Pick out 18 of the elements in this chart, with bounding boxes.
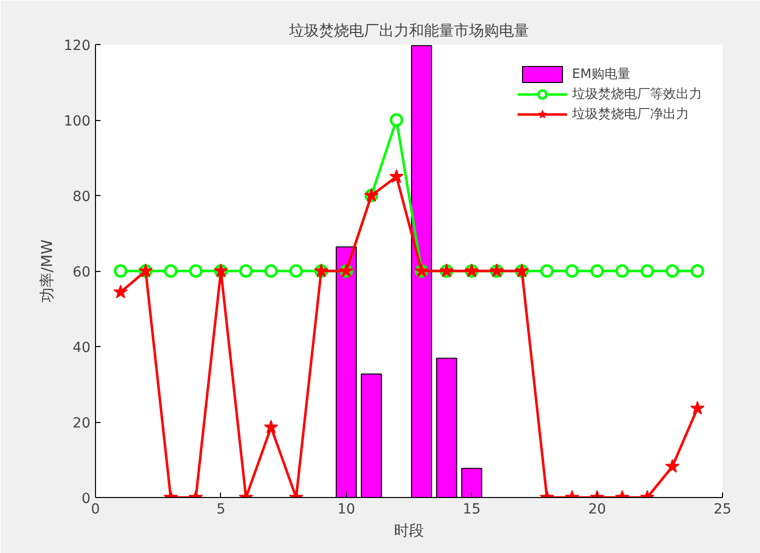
x-tick-label: 15 — [462, 502, 481, 518]
x-tick-label: 20 — [588, 502, 606, 518]
x-tick-label: 10 — [337, 502, 356, 518]
y-tick-label: 80 — [72, 189, 91, 205]
legend-label: EM购电量 — [572, 66, 630, 83]
x-tick-label: 5 — [216, 502, 226, 518]
legend-label: 垃圾焚烧电厂等效出力 — [572, 86, 702, 103]
y-tick-label: 20 — [72, 416, 91, 432]
y-tick-label: 60 — [72, 264, 91, 280]
legend-label: 垃圾焚烧电厂净出力 — [572, 106, 689, 123]
y-tick-label: 120 — [64, 38, 91, 54]
chart-title: 垃圾焚烧电厂出力和能量市场购电量 — [288, 22, 529, 40]
x-axis-title: 时段 — [394, 522, 424, 540]
y-tick-label: 40 — [72, 340, 91, 356]
y-tick-label: 0 — [82, 491, 91, 507]
x-tick-label: 25 — [714, 502, 732, 518]
y-axis-title: 功率/MW — [38, 239, 56, 302]
y-tick-label: 100 — [64, 114, 91, 130]
